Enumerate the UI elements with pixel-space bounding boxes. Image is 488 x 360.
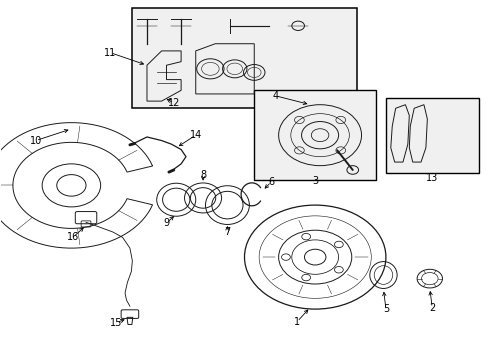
Text: 7: 7 bbox=[224, 227, 230, 237]
Bar bbox=[385, 98, 478, 173]
Text: 15: 15 bbox=[110, 318, 122, 328]
Text: 11: 11 bbox=[104, 48, 116, 58]
Bar bbox=[132, 8, 356, 108]
Text: 4: 4 bbox=[272, 91, 278, 101]
Text: 9: 9 bbox=[163, 218, 169, 228]
Text: 2: 2 bbox=[428, 303, 434, 313]
Text: 3: 3 bbox=[311, 176, 318, 186]
Text: 5: 5 bbox=[382, 304, 388, 314]
Text: 13: 13 bbox=[425, 173, 437, 183]
Text: 8: 8 bbox=[200, 170, 206, 180]
Text: 10: 10 bbox=[30, 136, 42, 145]
Text: 16: 16 bbox=[66, 232, 79, 242]
Text: 6: 6 bbox=[268, 177, 274, 187]
Text: 1: 1 bbox=[293, 317, 300, 327]
Bar bbox=[254, 90, 375, 180]
Text: 12: 12 bbox=[167, 98, 180, 108]
Text: 14: 14 bbox=[189, 130, 202, 140]
